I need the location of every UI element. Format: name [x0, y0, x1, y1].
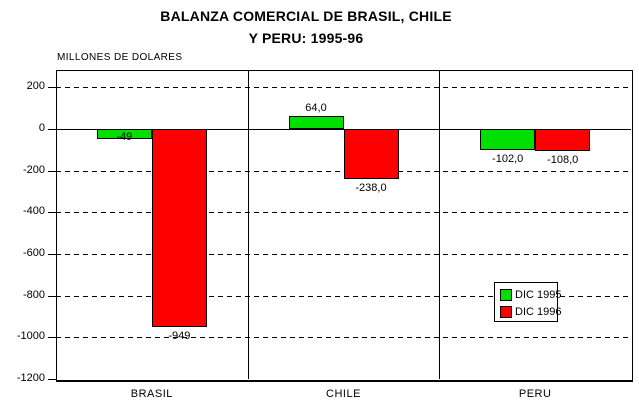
y-tick--400	[48, 212, 56, 214]
gridline--600	[56, 253, 631, 255]
legend-item-dic-1995: DIC 1995	[500, 286, 561, 303]
gridline--800	[56, 295, 631, 297]
y-tick--1200	[48, 379, 56, 380]
y-tick-label-200: 200	[26, 80, 45, 93]
bar-peru-dic-1995	[480, 128, 536, 151]
bar-peru-dic-1996	[535, 128, 591, 152]
y-tick-label--600: -600	[22, 246, 45, 259]
bar-chile-dic-1996	[343, 128, 399, 179]
category-separator-2	[439, 70, 441, 379]
y-axis-title: MILLONES DE DOLARES	[57, 52, 183, 63]
y-tick-200	[48, 87, 56, 89]
bar-value-peru-dic-1996: -108,0	[547, 154, 579, 167]
y-tick-label-0: 0	[38, 121, 45, 134]
x-axis-label-chile: CHILE	[326, 388, 361, 400]
chart-title: BALANZA COMERCIAL DE BRASIL, CHILE Y PER…	[0, 5, 612, 49]
y-tick--200	[48, 170, 56, 172]
bar-brasil-dic-1996	[151, 128, 207, 327]
bar-value-chile-dic-1995: 64,0	[305, 101, 327, 114]
bar-value-peru-dic-1995: -102,0	[492, 153, 524, 166]
bar-brasil-dic-1995	[96, 128, 152, 140]
bar-value-brasil-dic-1995: -49	[116, 131, 133, 144]
gridline--1000	[56, 337, 631, 339]
y-tick--600	[48, 253, 56, 255]
gridline-200	[56, 87, 631, 89]
y-tick-label--800: -800	[22, 288, 45, 301]
bar-value-brasil-dic-1996: -949	[168, 329, 191, 342]
bar-value-chile-dic-1996: -238,0	[355, 181, 387, 194]
x-axis-label-brasil: BRASIL	[130, 388, 173, 400]
y-tick-label--1000: -1000	[16, 330, 45, 343]
y-tick-label--400: -400	[22, 205, 45, 218]
y-tick--1000	[48, 337, 56, 339]
legend-swatch-dic-1996	[500, 305, 512, 318]
y-tick-label--1200: -1200	[16, 372, 45, 384]
gridline--400	[56, 212, 631, 214]
category-separator-1	[247, 70, 249, 379]
plot-area	[56, 70, 633, 382]
chart-title-line1: BALANZA COMERCIAL DE BRASIL, CHILE	[160, 8, 452, 24]
y-tick-label--200: -200	[22, 163, 45, 176]
legend-item-dic-1996: DIC 1996	[500, 303, 561, 320]
bar-chile-dic-1995	[288, 115, 344, 129]
legend: DIC 1995 DIC 1996	[494, 282, 561, 322]
y-tick--800	[48, 295, 56, 297]
legend-swatch-dic-1995	[500, 288, 512, 301]
y-tick-0	[48, 128, 56, 130]
legend-label-dic-1996: DIC 1996	[515, 305, 562, 318]
chart-title-line2: Y PERU: 1995-96	[248, 30, 364, 46]
legend-label-dic-1995: DIC 1995	[515, 288, 562, 301]
x-axis-label-peru: PERU	[518, 388, 552, 400]
